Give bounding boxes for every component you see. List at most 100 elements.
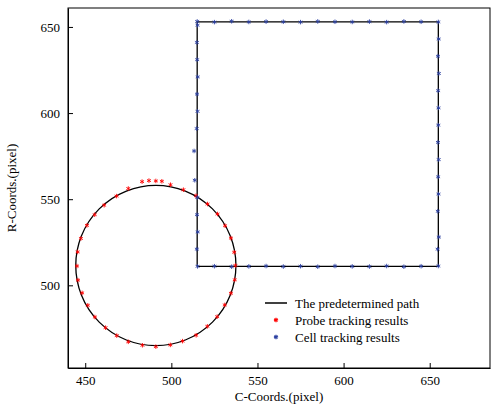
path-circle bbox=[76, 185, 236, 345]
point bbox=[75, 264, 79, 269]
point bbox=[215, 314, 219, 319]
point bbox=[419, 20, 423, 25]
point bbox=[233, 278, 237, 283]
point bbox=[196, 109, 200, 114]
point bbox=[194, 333, 198, 338]
point bbox=[230, 19, 234, 24]
point bbox=[402, 19, 406, 24]
legend-item: Cell tracking results bbox=[274, 330, 400, 345]
point bbox=[195, 19, 199, 24]
point bbox=[247, 264, 251, 269]
tick-label: 550 bbox=[41, 192, 61, 207]
point bbox=[436, 140, 440, 145]
tick-mark bbox=[344, 363, 345, 368]
point bbox=[437, 37, 441, 42]
tick: 550 bbox=[41, 192, 74, 207]
point bbox=[85, 223, 89, 228]
tick: 600 bbox=[334, 363, 354, 388]
tick-mark bbox=[85, 363, 86, 368]
point bbox=[160, 179, 164, 184]
point bbox=[437, 157, 441, 162]
legend-swatch bbox=[265, 302, 287, 304]
point bbox=[436, 175, 440, 180]
tick-label: 600 bbox=[334, 373, 354, 388]
legend-label: Cell tracking results bbox=[295, 330, 400, 345]
point bbox=[76, 250, 80, 255]
tick-mark bbox=[68, 113, 73, 114]
point bbox=[281, 264, 285, 269]
point bbox=[147, 178, 151, 183]
point bbox=[436, 264, 440, 269]
point bbox=[333, 264, 337, 269]
point bbox=[196, 230, 200, 235]
tick: 450 bbox=[76, 363, 96, 388]
point bbox=[281, 20, 285, 25]
point bbox=[264, 264, 268, 269]
point bbox=[212, 20, 216, 25]
point bbox=[437, 192, 441, 197]
point bbox=[168, 343, 172, 348]
point bbox=[436, 247, 440, 252]
frame bbox=[68, 8, 490, 368]
tick-mark bbox=[68, 199, 73, 200]
legend-label: Probe tracking results bbox=[295, 313, 408, 328]
point bbox=[195, 40, 199, 45]
point bbox=[385, 20, 389, 25]
point bbox=[193, 178, 197, 183]
point bbox=[115, 333, 119, 338]
point bbox=[223, 223, 227, 228]
point bbox=[154, 344, 158, 349]
tick-label: 650 bbox=[41, 20, 61, 35]
point bbox=[232, 250, 236, 255]
tick-label: 600 bbox=[41, 106, 61, 121]
point bbox=[205, 324, 209, 329]
point bbox=[385, 264, 389, 269]
point bbox=[212, 264, 216, 269]
point bbox=[195, 57, 199, 62]
point bbox=[436, 88, 440, 93]
path-line bbox=[197, 22, 438, 267]
point bbox=[169, 182, 173, 187]
point bbox=[195, 212, 199, 217]
point bbox=[76, 278, 80, 283]
point bbox=[437, 71, 441, 76]
tick-mark bbox=[171, 363, 172, 368]
point bbox=[223, 303, 227, 308]
point bbox=[437, 235, 441, 240]
point bbox=[206, 202, 210, 207]
point bbox=[192, 149, 196, 154]
point bbox=[195, 247, 199, 252]
point bbox=[436, 54, 440, 59]
point bbox=[402, 264, 406, 269]
tick: 500 bbox=[162, 363, 182, 388]
point bbox=[229, 291, 233, 296]
point bbox=[233, 263, 237, 268]
point bbox=[436, 20, 440, 25]
point bbox=[93, 315, 97, 320]
legend-item: The predetermined path bbox=[265, 296, 420, 311]
point bbox=[86, 303, 90, 308]
axis-line bbox=[68, 9, 69, 369]
tick-mark bbox=[68, 27, 73, 28]
chart: 450500550600650500550600650The predeterm… bbox=[0, 0, 500, 407]
point bbox=[316, 19, 320, 24]
point bbox=[436, 123, 440, 128]
point bbox=[367, 264, 371, 269]
tick: 600 bbox=[41, 106, 74, 121]
legend-item: Probe tracking results bbox=[274, 313, 408, 328]
point bbox=[154, 179, 158, 184]
point bbox=[93, 212, 97, 217]
point bbox=[350, 20, 354, 25]
point bbox=[247, 20, 251, 25]
axis-line bbox=[69, 368, 491, 369]
tick-label: 550 bbox=[248, 373, 268, 388]
y-axis: 500550600650 bbox=[41, 9, 74, 369]
point bbox=[230, 264, 234, 269]
point bbox=[181, 339, 185, 344]
point bbox=[229, 236, 233, 241]
tick: 650 bbox=[420, 363, 440, 388]
point bbox=[196, 75, 200, 80]
point bbox=[80, 291, 84, 296]
point bbox=[140, 343, 144, 348]
tick-label: 650 bbox=[420, 373, 440, 388]
